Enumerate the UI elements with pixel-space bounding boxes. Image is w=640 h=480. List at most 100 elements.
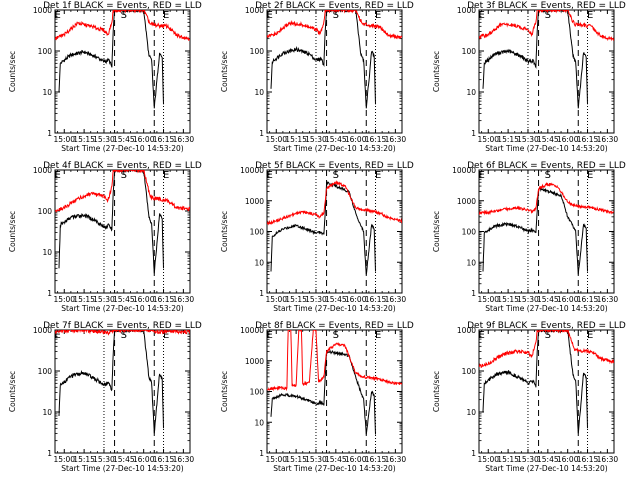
y-tick-label: 1000 (33, 6, 52, 15)
chart-title: Det 5f BLACK = Events, RED = LLD (255, 161, 414, 171)
y-tick-label: 1 (259, 129, 264, 138)
x-tick-label: 16:30 (597, 455, 619, 464)
x-tick-label: 15:45 (113, 295, 135, 304)
x-tick-label: 15:30 (517, 455, 539, 464)
x-axis-label: Start Time (27-Dec-10 14:53:20) (61, 304, 183, 313)
x-tick-label: 15:00 (53, 455, 75, 464)
chart-panel-6: Det 6f BLACK = Events, RED = LLD Counts/s… (432, 161, 626, 313)
chart-panel-1: Det 1f BLACK = Events, RED = LLD Counts/s… (8, 1, 202, 153)
y-tick-label: 100 (38, 47, 53, 56)
y-tick-label: 1000 (33, 166, 52, 175)
events-series-line (270, 181, 376, 275)
x-tick-label: 16:15 (153, 455, 175, 464)
y-tick-label: 1000 (245, 6, 264, 15)
y-tick-label: 1 (47, 449, 52, 458)
x-tick-label: 16:15 (365, 135, 387, 144)
event-marker-label: S (121, 170, 127, 181)
y-tick-label: 1 (471, 289, 476, 298)
x-tick-label: 16:00 (345, 135, 367, 144)
y-tick-label: 10 (254, 418, 264, 427)
event-marker-label: E (266, 170, 272, 181)
event-marker-label: E (54, 170, 60, 181)
x-tick-label: 15:15 (73, 295, 95, 304)
event-marker-label: S (121, 330, 127, 341)
x-tick-label: 16:15 (153, 135, 175, 144)
chart-title: Det 1f BLACK = Events, RED = LLD (43, 1, 202, 11)
x-axis-label: Start Time (27-Dec-10 14:53:20) (273, 304, 395, 313)
x-tick-label: 16:30 (385, 135, 407, 144)
events-series-line (482, 10, 588, 109)
x-axis-label: Start Time (27-Dec-10 14:53:20) (485, 304, 607, 313)
x-tick-label: 16:15 (577, 135, 599, 144)
event-marker-label: E (375, 10, 381, 21)
chart-title: Det 3f BLACK = Events, RED = LLD (467, 1, 626, 11)
event-marker-label: E (163, 10, 169, 21)
x-tick-label: 16:00 (557, 135, 579, 144)
x-tick-label: 15:00 (265, 295, 287, 304)
x-tick-label: 15:45 (537, 295, 559, 304)
y-tick-label: 100 (250, 47, 265, 56)
y-tick-label: 1000 (457, 197, 476, 206)
y-tick-label: 1000 (245, 357, 264, 366)
chart-panel-4: Det 4f BLACK = Events, RED = LLD Counts/s… (8, 161, 202, 313)
y-axis-label: Counts/sec (8, 371, 17, 412)
y-tick-label: 1000 (33, 326, 52, 335)
event-marker-label: E (375, 170, 381, 181)
y-tick-label: 100 (462, 228, 477, 237)
x-tick-label: 15:00 (265, 135, 287, 144)
x-tick-label: 15:15 (285, 295, 307, 304)
x-tick-label: 16:30 (173, 455, 195, 464)
chart-title: Det 4f BLACK = Events, RED = LLD (43, 161, 202, 171)
event-marker-label: S (545, 10, 551, 21)
event-marker-label: S (333, 10, 339, 21)
event-marker-label: E (587, 10, 593, 21)
y-tick-label: 10 (254, 258, 264, 267)
x-tick-label: 15:00 (53, 295, 75, 304)
y-tick-label: 10 (466, 258, 476, 267)
chart-title: Det 2f BLACK = Events, RED = LLD (255, 1, 414, 11)
y-tick-label: 100 (38, 367, 53, 376)
y-tick-label: 100 (38, 207, 53, 216)
x-tick-label: 15:15 (73, 135, 95, 144)
lld-series-line (267, 10, 402, 40)
x-tick-label: 15:45 (325, 135, 347, 144)
chart-panel-7: Det 7f BLACK = Events, RED = LLD Counts/s… (8, 321, 202, 473)
y-tick-label: 1 (259, 289, 264, 298)
event-marker-label: E (266, 330, 272, 341)
chart-title: Det 8f BLACK = Events, RED = LLD (255, 321, 414, 331)
events-series-line (482, 330, 588, 434)
x-tick-label: 15:30 (517, 295, 539, 304)
y-tick-label: 1 (47, 289, 52, 298)
y-tick-label: 100 (250, 228, 265, 237)
lld-series-line (55, 10, 190, 42)
x-tick-label: 15:00 (53, 135, 75, 144)
x-tick-label: 16:30 (597, 295, 619, 304)
chart-panel-9: Det 9f BLACK = Events, RED = LLD Counts/s… (432, 321, 626, 473)
x-tick-label: 16:00 (133, 135, 155, 144)
event-marker-label: E (478, 10, 484, 21)
x-tick-label: 15:30 (93, 135, 115, 144)
y-tick-label: 1 (259, 449, 264, 458)
x-axis-label: Start Time (27-Dec-10 14:53:20) (273, 144, 395, 153)
events-series-line (58, 170, 164, 274)
x-tick-label: 16:15 (365, 295, 387, 304)
chart-panel-5: Det 5f BLACK = Events, RED = LLD Counts/s… (220, 161, 414, 313)
x-tick-label: 15:15 (497, 455, 519, 464)
x-tick-label: 16:00 (133, 455, 155, 464)
chart-panel-3: Det 3f BLACK = Events, RED = LLD Counts/s… (432, 1, 626, 153)
x-tick-label: 15:00 (265, 455, 287, 464)
events-series-line (482, 186, 588, 275)
y-axis-label: Counts/sec (220, 211, 229, 252)
event-marker-label: S (333, 330, 339, 341)
events-series-line (270, 10, 376, 109)
x-tick-label: 15:45 (113, 455, 135, 464)
x-axis-label: Start Time (27-Dec-10 14:53:20) (61, 464, 183, 473)
y-axis-label: Counts/sec (432, 211, 441, 252)
x-tick-label: 15:30 (305, 455, 327, 464)
chart-title: Det 6f BLACK = Events, RED = LLD (467, 161, 626, 171)
events-series-line (58, 330, 164, 434)
chart-title: Det 7f BLACK = Events, RED = LLD (43, 321, 202, 331)
event-marker-label: E (375, 330, 381, 341)
event-marker-label: S (545, 330, 551, 341)
x-tick-label: 16:30 (385, 455, 407, 464)
